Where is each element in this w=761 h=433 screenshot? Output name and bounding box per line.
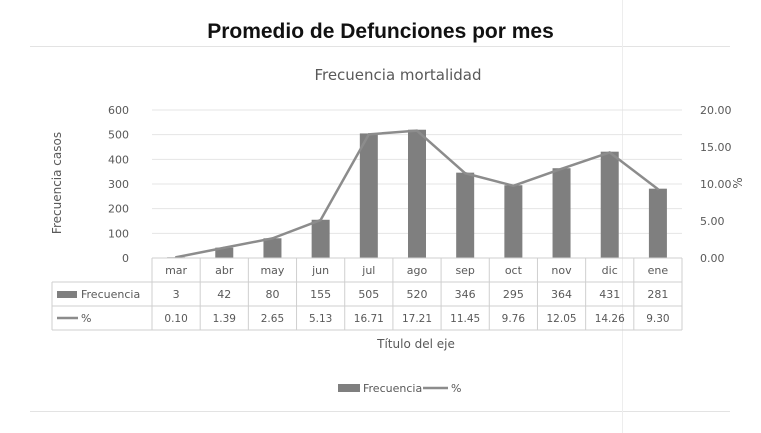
- category-label: jun: [311, 264, 329, 277]
- category-label: abr: [215, 264, 234, 277]
- legend-label: Frecuencia: [363, 382, 422, 395]
- line-point-ene: [656, 187, 660, 191]
- y-tick-label: 500: [108, 129, 129, 142]
- bar-jun: [311, 219, 330, 258]
- data-label: 11.45: [450, 313, 480, 325]
- line-point-jul: [367, 133, 371, 136]
- bar-abr: [215, 247, 234, 258]
- x-axis-title: Título del eje: [376, 337, 455, 351]
- y-axis-ticks: 0 100 200 300 400 500 600: [108, 104, 129, 265]
- y-tick-label: 300: [108, 178, 129, 191]
- y-tick-label: 400: [108, 153, 129, 166]
- data-table: mar abr may jun jul ago sep oct nov dic ene Frecuen…: [51, 257, 683, 331]
- bar-may: [263, 238, 282, 258]
- secondary-y-axis-ticks: 0.00 5.00 10.00 15.00 20.00: [700, 104, 732, 265]
- data-label: 1.39: [213, 313, 236, 325]
- category-label: nov: [551, 264, 572, 277]
- data-label: 520: [407, 288, 428, 301]
- line-point-oct: [512, 184, 515, 187]
- line-point-dic: [608, 151, 611, 154]
- bar-oct: [504, 185, 523, 258]
- legend-bar-key: [338, 384, 360, 392]
- line-series: [174, 129, 660, 259]
- y2-tick-label: 0.00: [700, 252, 725, 265]
- data-label: 0.10: [164, 313, 187, 325]
- data-label: 431: [599, 288, 620, 301]
- data-label: 281: [647, 288, 668, 301]
- line-point-may: [271, 237, 274, 240]
- category-label: oct: [505, 264, 523, 277]
- category-label: dic: [602, 264, 618, 277]
- data-label: 2.65: [261, 313, 284, 325]
- bar-ene: [648, 188, 667, 258]
- line-point-jun: [319, 218, 322, 222]
- y2-tick-label: 10.00: [700, 178, 732, 191]
- top-rule: [30, 46, 730, 47]
- data-label: 346: [455, 288, 476, 301]
- y-tick-label: 0: [122, 252, 129, 265]
- line-point-nov: [560, 167, 563, 171]
- data-label: 505: [358, 288, 379, 301]
- category-label: may: [260, 264, 284, 277]
- data-label: 9.30: [646, 313, 669, 325]
- line-point-ago: [415, 129, 419, 132]
- category-label: mar: [165, 264, 187, 277]
- y2-tick-label: 5.00: [700, 215, 725, 228]
- y2-tick-label: 20.00: [700, 104, 732, 117]
- data-label: 364: [551, 288, 572, 301]
- y-tick-label: 600: [108, 104, 129, 117]
- table-series-name: %: [81, 312, 91, 325]
- bar-jul: [359, 133, 378, 258]
- data-label: 42: [217, 288, 231, 301]
- data-label: 14.26: [595, 313, 625, 325]
- line-point-abr: [223, 246, 226, 249]
- table-series-name: Frecuencia: [81, 288, 140, 301]
- bar-sep: [456, 172, 475, 258]
- data-label: 12.05: [547, 313, 577, 325]
- category-label: sep: [455, 264, 474, 277]
- legend: Frecuencia%: [338, 382, 461, 395]
- page-heading: Promedio de Defunciones por mes: [207, 20, 554, 43]
- bar-dic: [600, 151, 619, 258]
- category-label: ago: [407, 264, 428, 277]
- data-label: 295: [503, 288, 524, 301]
- chart-title: Frecuencia mortalidad: [314, 66, 481, 84]
- y-axis-title: Frecuencia casos: [50, 132, 64, 234]
- category-label: ene: [648, 264, 669, 277]
- bottom-rule: [30, 411, 730, 412]
- line-point-sep: [463, 172, 467, 175]
- legend-label: %: [451, 382, 461, 395]
- data-label: 80: [265, 288, 279, 301]
- bar-series: [167, 129, 667, 259]
- y-tick-label: 200: [108, 203, 129, 216]
- data-label: 155: [310, 288, 331, 301]
- category-label: jul: [361, 264, 375, 277]
- data-label: 17.21: [402, 313, 432, 325]
- y2-tick-label: 15.00: [700, 141, 732, 154]
- bar-nov: [552, 168, 571, 258]
- data-label: 3: [173, 288, 180, 301]
- y-tick-label: 100: [108, 227, 129, 240]
- table-bar-key: [57, 291, 77, 298]
- page-divider: [622, 0, 623, 433]
- data-label: 5.13: [309, 313, 332, 325]
- bar-ago: [408, 129, 426, 258]
- data-label: 16.71: [354, 313, 384, 325]
- secondary-y-axis-title: %: [731, 177, 745, 188]
- data-label: 9.76: [502, 313, 526, 325]
